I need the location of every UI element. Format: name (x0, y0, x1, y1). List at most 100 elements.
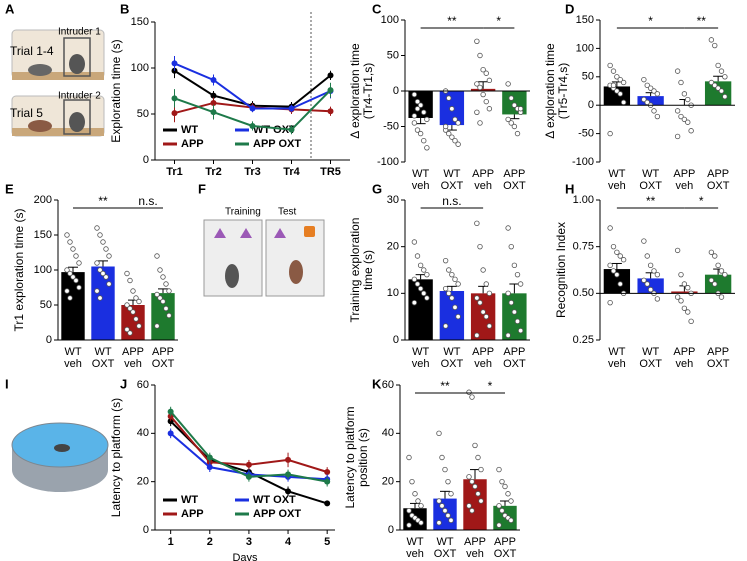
data-point (127, 305, 133, 312)
data-point (641, 96, 647, 103)
y-tick-label: 0.75 (573, 241, 594, 253)
y-tick-label: 150 (34, 229, 52, 241)
data-point (449, 106, 455, 112)
x-tick-label: APP (707, 346, 729, 358)
x-tick-label: OXT (152, 358, 175, 370)
x-tick-label: OXT (639, 358, 662, 370)
x-tick-label: Tr2 (205, 166, 222, 178)
y-tick-label: 100 (131, 62, 149, 74)
panel-label: I (5, 376, 9, 391)
x-tick-label: veh (474, 358, 492, 370)
data-point (449, 134, 455, 140)
intruder-cage (63, 37, 91, 77)
trial-label: Trial 1-4 (10, 44, 54, 58)
bedding (12, 128, 104, 136)
mouse (28, 64, 52, 76)
data-point (472, 442, 478, 449)
x-tick-label: APP (673, 168, 695, 180)
data-point (617, 76, 623, 83)
significance-label: ** (440, 379, 450, 393)
intruder-label: Intruder 2 (58, 91, 101, 102)
data-point (411, 91, 418, 98)
data-point (685, 309, 691, 315)
y-tick-label: 0.25 (573, 334, 594, 346)
data-point (160, 298, 166, 305)
y-axis-label: Latency to platform (343, 406, 357, 508)
y-axis-label: Tr1 exploration time (s) (12, 209, 26, 332)
data-point (436, 498, 442, 504)
data-point (154, 253, 160, 259)
data-point (477, 52, 483, 59)
bar (637, 96, 664, 106)
x-tick-label: veh (412, 180, 430, 192)
data-point (674, 247, 681, 254)
legend-label: APP OXT (253, 508, 301, 520)
data-point (474, 332, 480, 339)
data-point (499, 507, 505, 514)
data-point (607, 62, 613, 69)
data-point (466, 503, 472, 509)
data-point (483, 98, 489, 105)
y-tick-label: -50 (578, 128, 594, 140)
data-point (417, 285, 424, 292)
data-point (417, 102, 424, 108)
bar (91, 266, 115, 340)
y-tick-label: 40 (382, 427, 394, 439)
data-point (614, 249, 620, 255)
x-tick-label: WT (642, 346, 659, 358)
data-point (130, 288, 136, 294)
data-point (478, 498, 484, 504)
data-point (414, 127, 421, 133)
phase-label: Training (225, 207, 261, 218)
y-tick-label: 150 (576, 14, 594, 26)
legend-label: WT OXT (253, 494, 296, 506)
data-point (455, 281, 461, 287)
data-point (511, 262, 518, 269)
data-point (409, 478, 415, 485)
data-point (421, 109, 427, 115)
data-point (505, 116, 511, 123)
y-axis-label: Training exploration (348, 218, 362, 323)
x-tick-label: veh (406, 548, 424, 560)
data-point (436, 520, 442, 526)
data-point (477, 243, 483, 250)
data-point (715, 85, 721, 91)
panel-label: K (372, 376, 382, 391)
y-tick-label: -100 (377, 156, 399, 168)
data-point (417, 262, 424, 269)
data-point (678, 79, 684, 86)
data-point (480, 91, 486, 98)
bar (671, 291, 698, 294)
data-point (442, 123, 449, 130)
data-point (718, 294, 725, 300)
x-tick-label: OXT (707, 358, 730, 370)
data-point (106, 253, 112, 259)
y-tick-label: 20 (382, 476, 394, 488)
intruder-label: Intruder 1 (58, 27, 101, 38)
data-point (411, 299, 418, 306)
data-point (449, 271, 455, 278)
data-point (478, 466, 484, 473)
data-point (496, 503, 502, 509)
data-point (442, 507, 448, 514)
data-point (688, 128, 694, 134)
intruder-cage (63, 99, 91, 135)
data-point (446, 267, 452, 273)
data-point (414, 98, 421, 105)
trial-label: Trial 5 (10, 106, 43, 120)
data-point (475, 454, 481, 461)
series-marker (171, 60, 178, 67)
data-point (411, 276, 418, 283)
data-point (97, 295, 103, 301)
bar (704, 274, 732, 294)
data-point (480, 267, 486, 273)
object (240, 228, 252, 238)
y-tick-label: 0 (143, 524, 149, 536)
data-point (452, 116, 458, 123)
data-point (163, 305, 169, 312)
data-point (496, 522, 502, 528)
data-point (76, 284, 82, 291)
data-point (124, 302, 130, 308)
x-tick-label: OXT (441, 358, 464, 370)
data-point (514, 318, 521, 325)
